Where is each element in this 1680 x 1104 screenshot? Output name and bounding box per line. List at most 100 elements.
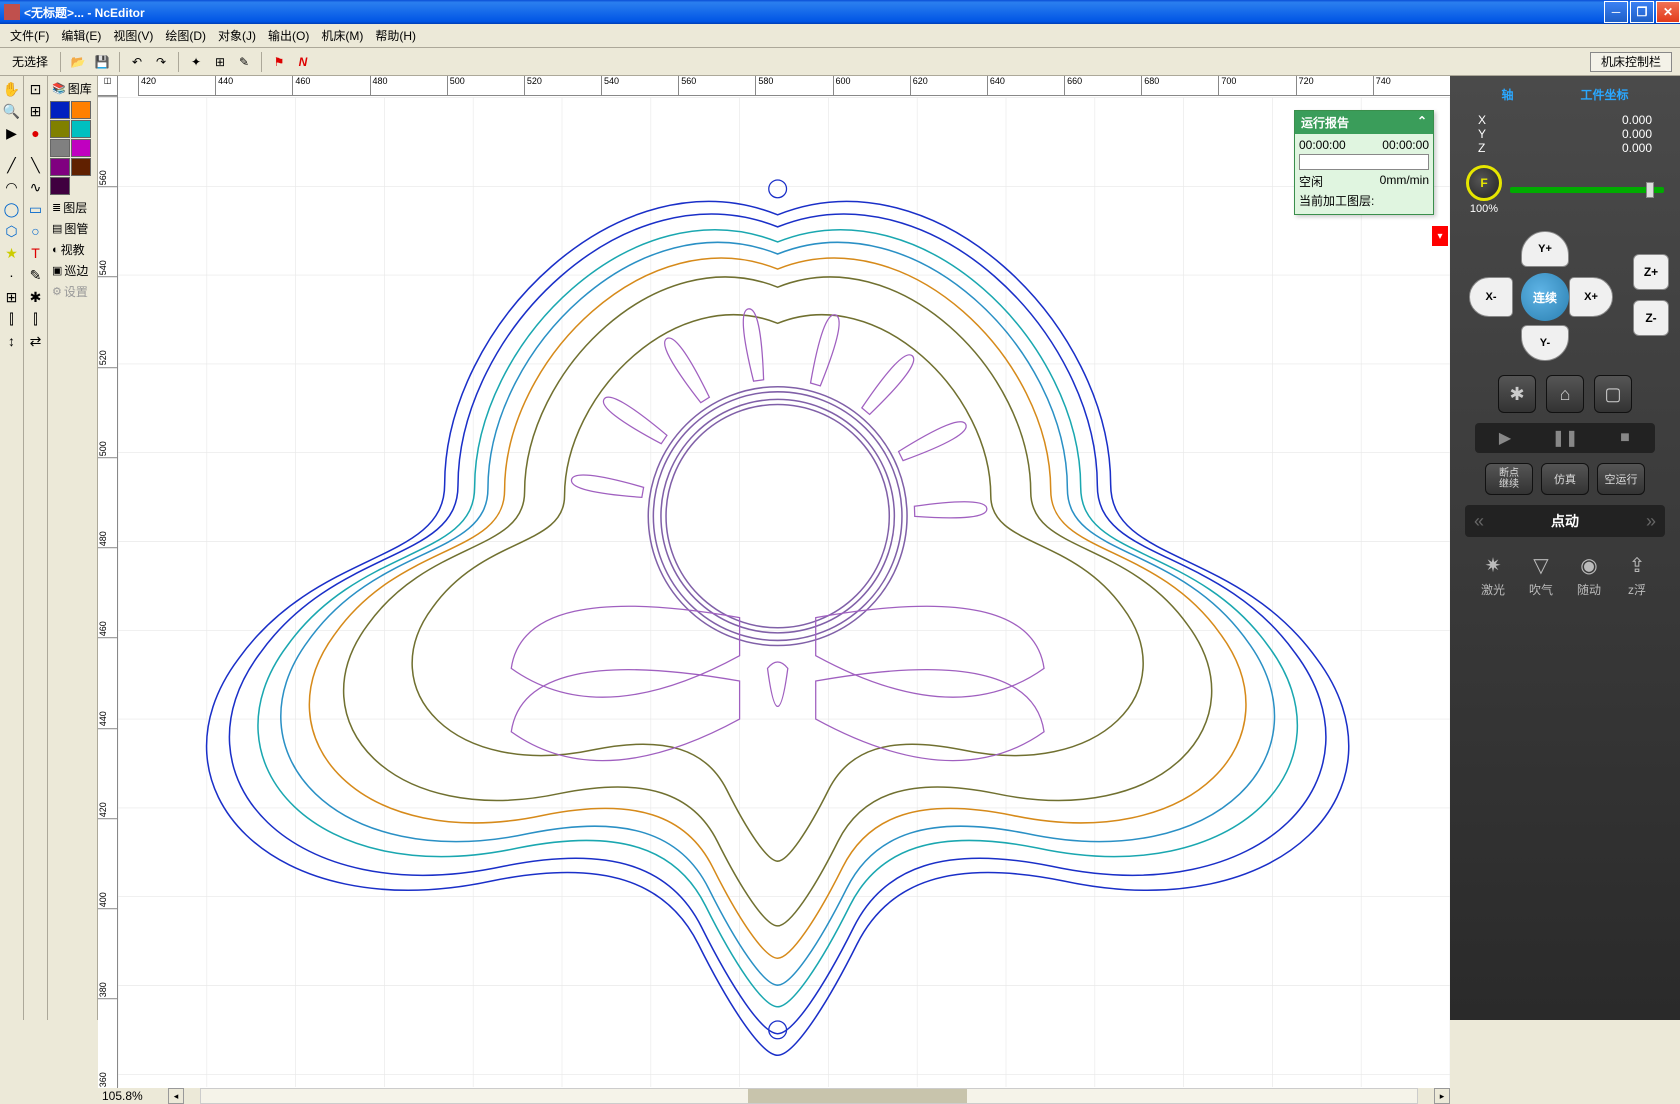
zoom-icon[interactable]: 🔍 — [2, 101, 22, 121]
home-button[interactable]: ⌂ — [1546, 375, 1584, 413]
jog-y-plus[interactable]: Y+ — [1521, 231, 1569, 267]
menu-view[interactable]: 视图(V) — [107, 25, 159, 46]
resume-button[interactable]: 断点 继续 — [1485, 463, 1533, 495]
align2-icon[interactable]: ⫿ — [26, 309, 46, 329]
jog-y-minus[interactable]: Y- — [1521, 325, 1569, 361]
noselect-label: 无选择 — [6, 53, 54, 70]
nav-next[interactable]: » — [1637, 511, 1665, 532]
feed-knob[interactable]: F — [1466, 165, 1502, 201]
jog-x-plus[interactable]: X+ — [1569, 277, 1613, 317]
rect-icon[interactable]: ▭ — [26, 199, 46, 219]
scroll-left-button[interactable]: ◂ — [168, 1088, 184, 1104]
jog-x-minus[interactable]: X- — [1469, 277, 1513, 317]
swatch[interactable] — [50, 101, 70, 119]
simulate-button[interactable]: 仿真 — [1541, 463, 1589, 495]
align-icon[interactable]: ⫿ — [2, 309, 22, 329]
blow-button[interactable]: ▽吹气 — [1529, 553, 1553, 598]
swatch[interactable] — [71, 120, 91, 138]
expand-tab[interactable]: ▾ — [1432, 226, 1448, 246]
open-icon[interactable]: 📂 — [67, 51, 89, 73]
tool-3-icon[interactable]: ✎ — [233, 51, 255, 73]
ellipse-icon[interactable]: ◯ — [2, 199, 22, 219]
jog-z-plus[interactable]: Z+ — [1633, 254, 1669, 290]
drawing-canvas[interactable]: 运行报告⌃ 00:00:0000:00:00 空闲0mm/min 当前加工图层:… — [118, 96, 1450, 1088]
grid-icon[interactable]: ⊞ — [2, 287, 22, 307]
idle-label: 空闲 — [1299, 173, 1323, 190]
hand-icon[interactable]: ✋ — [2, 79, 22, 99]
arc-icon[interactable]: ◠ — [2, 177, 22, 197]
dryrun-button[interactable]: 空运行 — [1597, 463, 1645, 495]
mgr-button[interactable]: ▤图管 — [48, 218, 97, 239]
tool-2-icon[interactable]: ⊞ — [209, 51, 231, 73]
menu-draw[interactable]: 绘图(D) — [159, 25, 212, 46]
nav-prev[interactable]: « — [1465, 511, 1493, 532]
swatch[interactable] — [71, 139, 91, 157]
menu-help[interactable]: 帮助(H) — [369, 25, 422, 46]
laser-button[interactable]: ✷激光 — [1481, 553, 1505, 598]
menu-edit[interactable]: 编辑(E) — [55, 25, 107, 46]
undo-icon[interactable]: ↶ — [126, 51, 148, 73]
mirror-icon[interactable]: ⇄ — [26, 331, 46, 351]
save-icon[interactable]: 💾 — [91, 51, 113, 73]
titlebar: <无标题>... - NcEditor ─ ❐ ✕ — [0, 0, 1680, 24]
polygon-icon[interactable]: ⬡ — [2, 221, 22, 241]
close-button[interactable]: ✕ — [1656, 1, 1680, 23]
scroll-right-button[interactable]: ▸ — [1434, 1088, 1450, 1104]
edit-icon[interactable]: ✎ — [26, 265, 46, 285]
swatch[interactable] — [50, 120, 70, 138]
ruler-origin: ◫ — [98, 76, 118, 96]
zoomwin-icon[interactable]: ⊞ — [26, 101, 46, 121]
dot-icon[interactable]: ● — [26, 123, 46, 143]
scroll-thumb[interactable] — [748, 1089, 967, 1103]
tool-4-icon[interactable]: ⚑ — [268, 51, 290, 73]
settings-button[interactable]: ⚙设置 — [48, 281, 97, 302]
feed-slider[interactable] — [1510, 187, 1664, 193]
follow-button[interactable]: ◉随动 — [1577, 553, 1601, 598]
select-icon[interactable]: ▶ — [2, 123, 22, 143]
scan-button[interactable]: ▣巡边 — [48, 260, 97, 281]
star-icon[interactable]: ★ — [2, 243, 22, 263]
curve-icon[interactable]: ∿ — [26, 177, 46, 197]
menu-machine[interactable]: 机床(M) — [315, 25, 369, 46]
tool-1-icon[interactable]: ✦ — [185, 51, 207, 73]
layer-button[interactable]: ≣图层 — [48, 197, 97, 218]
collapse-icon[interactable]: ⌃ — [1417, 114, 1427, 131]
run-report-panel: 运行报告⌃ 00:00:0000:00:00 空闲0mm/min 当前加工图层: — [1294, 110, 1434, 215]
circle2-icon[interactable]: ○ — [26, 221, 46, 241]
pause-button[interactable]: ❚❚ — [1535, 423, 1595, 453]
explode-icon[interactable]: ✱ — [26, 287, 46, 307]
mc-control-button[interactable]: 机床控制栏 — [1590, 52, 1672, 72]
maximize-button[interactable]: ❐ — [1630, 1, 1654, 23]
swatch[interactable] — [50, 139, 70, 157]
measure-icon[interactable]: ↕ — [2, 331, 22, 351]
swatch[interactable] — [71, 158, 91, 176]
swatch[interactable] — [71, 101, 91, 119]
jog-mode-button[interactable]: 连续 — [1521, 273, 1569, 321]
tool-5-icon[interactable]: N — [292, 51, 314, 73]
diag-icon[interactable]: ╲ — [26, 155, 46, 175]
zfloat-button[interactable]: ⇪z浮 — [1625, 553, 1649, 598]
text-icon[interactable]: T — [26, 243, 46, 263]
redo-icon[interactable]: ↷ — [150, 51, 172, 73]
scroll-track[interactable] — [200, 1088, 1418, 1104]
frame-button[interactable]: ▢ — [1594, 375, 1632, 413]
point-icon[interactable]: · — [2, 265, 22, 285]
progress-bar — [1299, 154, 1429, 170]
minimize-button[interactable]: ─ — [1604, 1, 1628, 23]
playback-row: ▶ ❚❚ ■ — [1475, 423, 1655, 453]
menu-output[interactable]: 输出(O) — [262, 25, 315, 46]
origin-button[interactable]: ✱ — [1498, 375, 1536, 413]
menu-file[interactable]: 文件(F) — [4, 25, 55, 46]
menu-object[interactable]: 对象(J) — [212, 25, 262, 46]
coordinates: X0.000 Y0.000 Z0.000 — [1458, 113, 1672, 155]
library-button[interactable]: 📚图库 — [48, 78, 97, 99]
swatch[interactable] — [50, 158, 70, 176]
jog-z-minus[interactable]: Z- — [1633, 300, 1669, 336]
stop-button[interactable]: ■ — [1595, 423, 1655, 453]
left-toolbar-1: ✋ 🔍 ▶ ╱ ◠ ◯ ⬡ ★ · ⊞ ⫿ ↕ — [0, 76, 24, 1020]
swatch[interactable] — [50, 177, 70, 195]
zoomfit-icon[interactable]: ⊡ — [26, 79, 46, 99]
view-button[interactable]: ◐视教 — [48, 239, 97, 260]
play-button[interactable]: ▶ — [1475, 423, 1535, 453]
line-icon[interactable]: ╱ — [2, 155, 22, 175]
